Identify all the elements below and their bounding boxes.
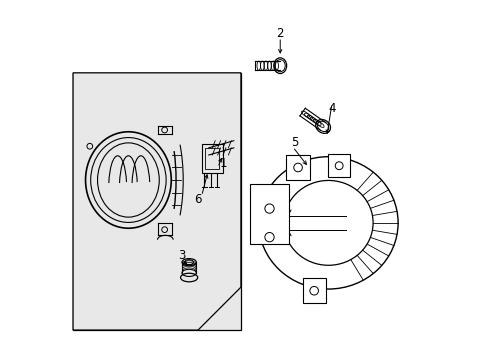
- Polygon shape: [73, 73, 241, 330]
- Bar: [249, 184, 288, 244]
- Bar: [205, 148, 219, 169]
- Text: 6: 6: [194, 193, 202, 206]
- Text: 5: 5: [290, 136, 298, 149]
- Text: 1: 1: [219, 157, 226, 170]
- Text: 3: 3: [178, 248, 185, 261]
- Bar: [302, 278, 325, 303]
- Text: 2: 2: [276, 27, 284, 40]
- Text: 4: 4: [327, 102, 335, 115]
- Bar: [73, 73, 241, 330]
- Bar: [201, 144, 223, 173]
- Bar: [328, 154, 349, 177]
- Bar: [286, 155, 309, 180]
